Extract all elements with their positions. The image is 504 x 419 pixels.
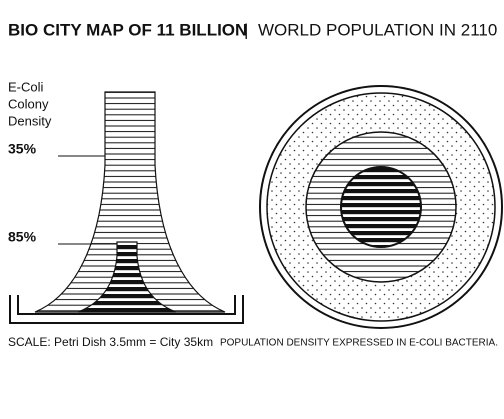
petri-dish [9,295,244,324]
petri-dish [17,295,236,315]
separator: | [244,20,248,39]
dense-core [77,241,177,313]
core [340,166,422,248]
title: BIO CITY MAP OF 11 BILLION [8,20,247,39]
density-label: 85% [8,229,37,245]
city-tower [34,91,226,313]
caption: POPULATION DENSITY EXPRESSED IN E-COLI B… [220,338,498,349]
legend-line: Density [8,113,52,128]
density-label: 35% [8,141,37,157]
legend-line: Colony [8,96,49,111]
scale-note: SCALE: Petri Dish 3.5mm = City 35km [8,335,213,349]
legend-line: E-Coli [8,79,44,94]
subtitle: WORLD POPULATION IN 2110 [258,20,497,39]
